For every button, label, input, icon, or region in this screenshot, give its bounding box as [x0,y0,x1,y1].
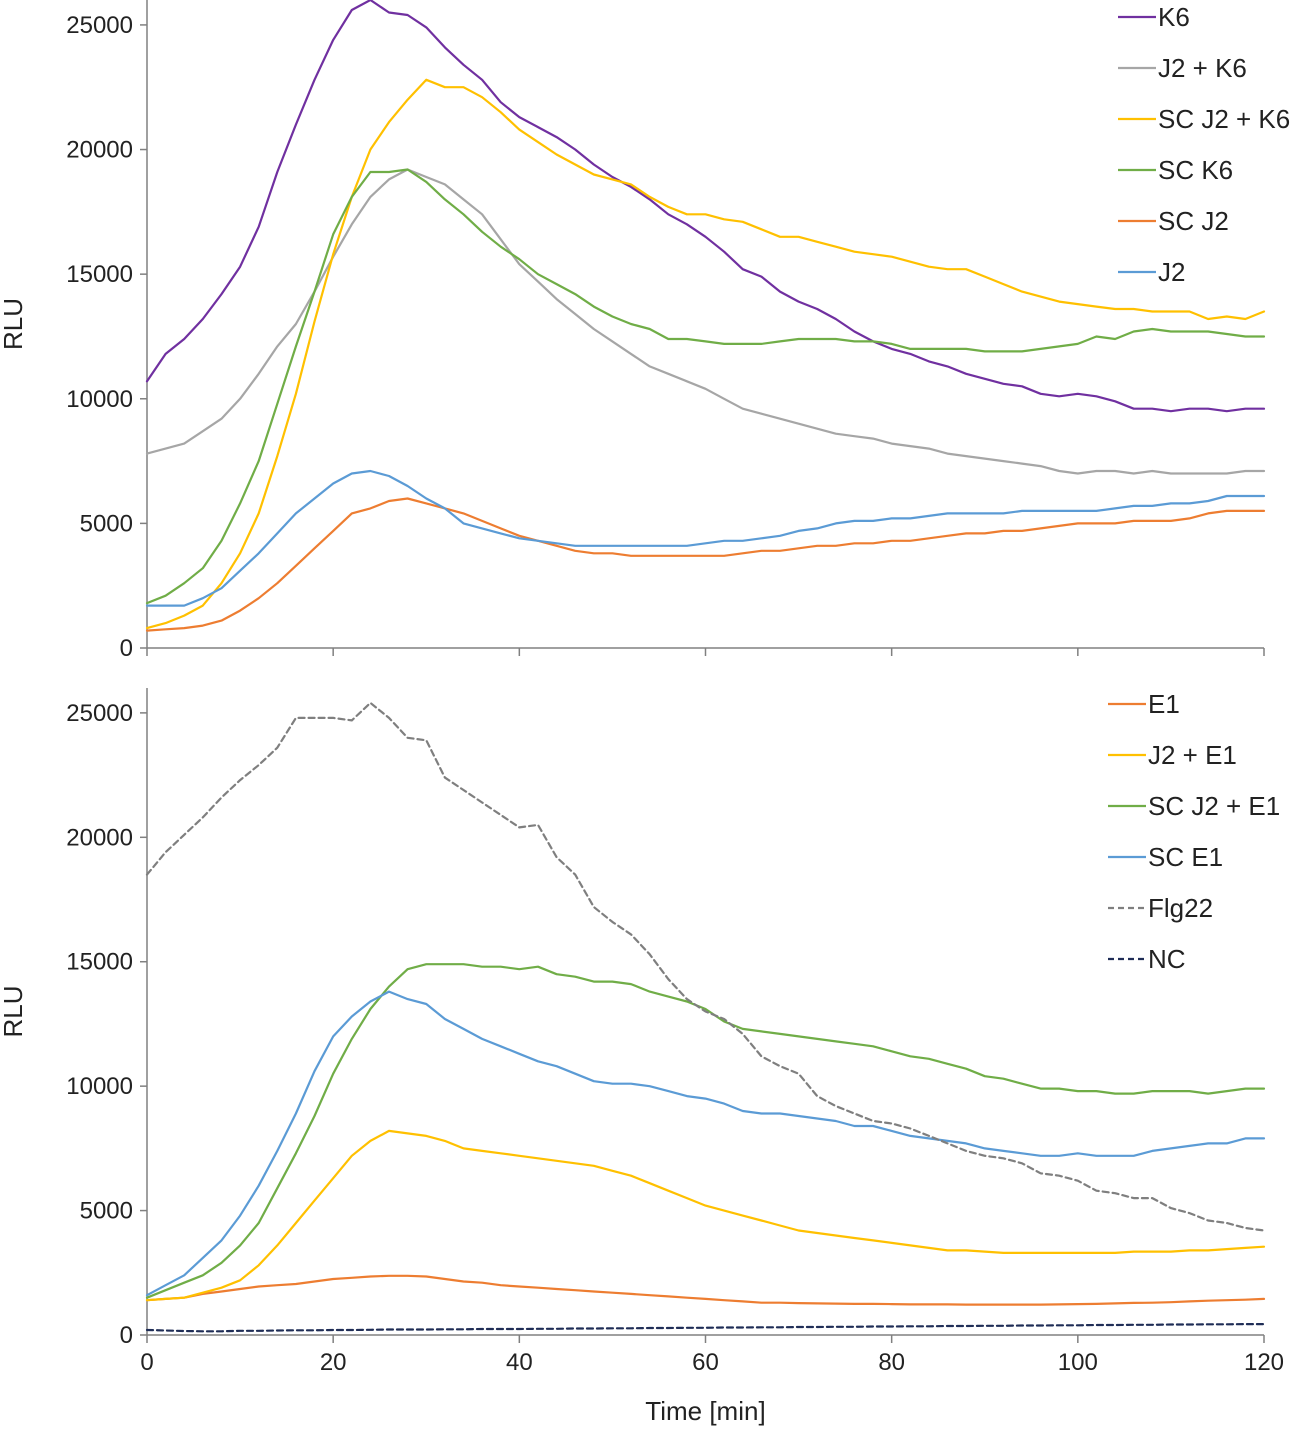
series-line-sc-k6 [145,168,1266,605]
y-tick-label: 10000 [66,1073,133,1100]
y-tick-label: 15000 [66,261,133,288]
x-tick-label: 0 [140,1349,153,1376]
y-tick-label: 5000 [80,1198,133,1225]
x-tick-label: 40 [506,1349,533,1376]
y-tick-label: 10000 [66,386,133,413]
series-line-j2-e1 [145,1129,1266,1302]
y-axis-title: RLU [0,985,28,1037]
chart-top-panel: 0 5000 10000 15000 20000 25000 RLU K6 J2 + K6 SC … [0,0,1290,662]
legend-label-sc-j2-e1: SC J2 + E1 [1148,791,1280,821]
x-tick-label: 120 [1244,1349,1284,1376]
x-tick-label: 60 [692,1349,719,1376]
x-tick-label: 100 [1058,1349,1098,1376]
series-line-nc [145,1322,1266,1333]
y-tick-label: 5000 [80,510,133,537]
series-line-sc-j2-k6 [145,78,1266,630]
legend-label-sc-j2: SC J2 [1158,206,1229,236]
series-line-flg22 [145,701,1266,1232]
y-tick-label: 0 [120,1322,133,1349]
series-line-j2 [145,469,1266,607]
legend-label-e1: E1 [1148,689,1180,719]
y-axis-title: RLU [0,298,28,350]
legend-label-j2: J2 [1158,257,1185,287]
legend-label-sc-e1: SC E1 [1148,842,1223,872]
chart-bottom-panel: 0 5000 10000 15000 20000 25000 0 20 40 60 80 100 120… [0,688,1284,1426]
legend-label-sc-j2-k6: SC J2 + K6 [1158,104,1290,134]
legend-label-sc-k6: SC K6 [1158,155,1233,185]
series-line-k6 [145,0,1266,413]
legend-label-nc: NC [1148,944,1186,974]
series-line-e1 [145,1274,1266,1306]
legend-label-flg22: Flg22 [1148,893,1213,923]
y-tick-label: 0 [120,635,133,662]
series-line-sc-j2-e1 [145,963,1266,1299]
y-tick-label: 15000 [66,949,133,976]
y-tick-label: 20000 [66,137,133,164]
y-tick-label: 25000 [66,12,133,39]
y-tick-label: 25000 [66,700,133,727]
legend-label-j2-k6: J2 + K6 [1158,53,1247,83]
y-tick-label: 20000 [66,824,133,851]
series-line-sc-e1 [145,990,1266,1297]
legend-label-k6: K6 [1158,2,1190,32]
series-line-sc-j2 [145,497,1266,632]
x-tick-label: 80 [878,1349,905,1376]
legend-label-j2-e1: J2 + E1 [1148,740,1237,770]
x-tick-label: 20 [320,1349,347,1376]
x-axis-title: Time [min] [645,1396,765,1426]
